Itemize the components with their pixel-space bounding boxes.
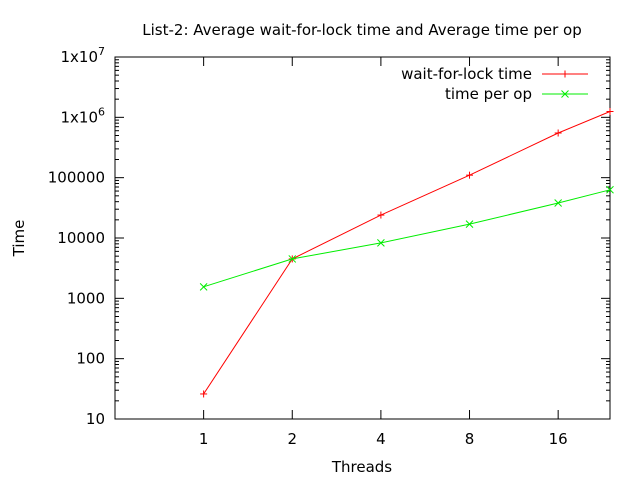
legend-marker-0 — [561, 70, 569, 78]
cross-mark-b — [554, 199, 563, 207]
series-0 — [200, 107, 614, 398]
y-tick-label-5: 1x106 — [60, 105, 105, 126]
x-tick-label-0: 1 — [199, 430, 209, 448]
cross-mark-b — [199, 282, 208, 291]
data-point-1-4 — [554, 199, 563, 207]
y-tick-label-0: 10 — [86, 410, 105, 428]
data-point-1-1 — [288, 255, 297, 263]
data-point-1-5 — [606, 185, 614, 194]
x-tick-label-2: 4 — [376, 430, 386, 448]
x-axis-label: Threads — [331, 458, 392, 476]
x-tick-label-3: 8 — [465, 430, 475, 448]
data-point-1-3 — [465, 220, 474, 228]
data-point-0-3 — [466, 171, 474, 179]
series-line-0 — [203, 111, 611, 395]
cross-mark-b — [465, 220, 474, 228]
y-tick-label-3: 10000 — [57, 229, 105, 247]
y-tick-label-2: 1000 — [67, 289, 105, 307]
cross-mark-b — [288, 255, 297, 263]
legend-marker-1 — [561, 90, 569, 98]
y-axis-label: Time — [10, 220, 28, 258]
series-line-1 — [203, 189, 611, 288]
plot-frame — [114, 56, 611, 420]
x-tick-label-4: 16 — [549, 430, 568, 448]
y-tick-label-4: 100000 — [48, 169, 105, 187]
y-tick-label-1: 100 — [76, 350, 105, 368]
data-point-1-0 — [199, 282, 208, 291]
cross-mark-b — [377, 239, 385, 247]
series-1 — [199, 185, 614, 291]
data-point-0-4 — [554, 129, 562, 137]
legend-label-0: wait-for-lock time — [401, 65, 532, 83]
legend-label-1: time per op — [445, 85, 532, 103]
cross-mark-b — [561, 90, 569, 98]
cross-mark-b — [606, 185, 614, 194]
chart-title: List-2: Average wait-for-lock time and A… — [142, 21, 581, 39]
x-tick-label-1: 2 — [287, 430, 297, 448]
data-point-1-2 — [377, 239, 385, 247]
data-point-0-2 — [377, 211, 385, 219]
data-point-0-0 — [200, 390, 208, 398]
y-tick-label-6: 1x107 — [60, 45, 105, 66]
data-point-0-5 — [606, 107, 614, 115]
